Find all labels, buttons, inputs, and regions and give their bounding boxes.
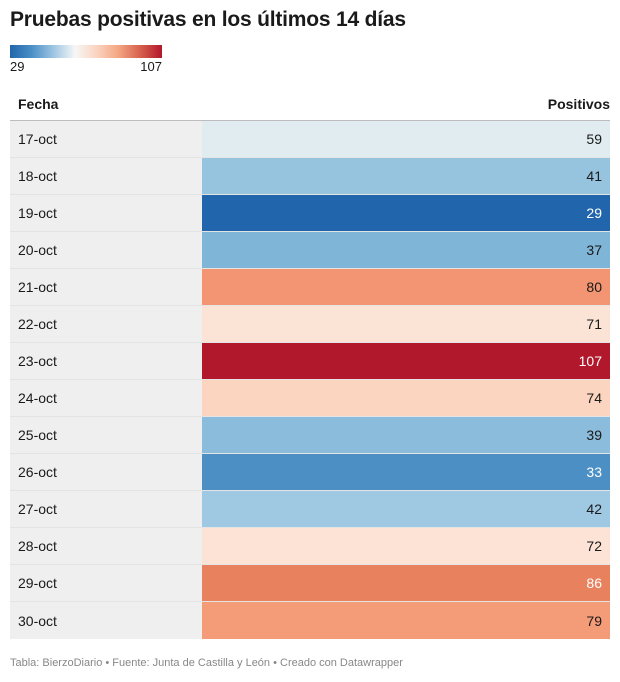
table-row: 17-oct 59 xyxy=(10,121,610,158)
date-cell: 24-oct xyxy=(10,380,202,416)
positivos-cell: 39 xyxy=(202,417,610,453)
legend-gradient xyxy=(10,45,162,58)
positivos-cell: 79 xyxy=(202,602,610,639)
date-cell: 22-oct xyxy=(10,306,202,342)
table-row: 24-oct 74 xyxy=(10,380,610,417)
date-cell: 27-oct xyxy=(10,491,202,527)
table-body: 17-oct 59 18-oct 41 19-oct 29 20-oct 37 21-oct 80… xyxy=(10,121,610,639)
table-row: 20-oct 37 xyxy=(10,232,610,269)
legend-labels: 29 107 xyxy=(10,59,162,74)
positivos-cell: 80 xyxy=(202,269,610,305)
table-row: 27-oct 42 xyxy=(10,491,610,528)
table-header: Fecha Positivos xyxy=(10,87,610,121)
positivos-cell: 59 xyxy=(202,121,610,157)
footer-credits: Tabla: BierzoDiario • Fuente: Junta de C… xyxy=(10,657,403,669)
positivos-cell: 72 xyxy=(202,528,610,564)
date-cell: 23-oct xyxy=(10,343,202,379)
data-table: Fecha Positivos 17-oct 59 18-oct 41 19-oct 29… xyxy=(10,87,610,639)
table-row: 30-oct 79 xyxy=(10,602,610,639)
date-cell: 26-oct xyxy=(10,454,202,490)
table-row: 22-oct 71 xyxy=(10,306,610,343)
table-row: 28-oct 72 xyxy=(10,528,610,565)
legend-max-label: 107 xyxy=(140,59,162,74)
date-cell: 29-oct xyxy=(10,565,202,601)
date-cell: 20-oct xyxy=(10,232,202,268)
legend-min-label: 29 xyxy=(10,59,25,74)
positivos-cell: 29 xyxy=(202,195,610,231)
table-row: 29-oct 86 xyxy=(10,565,610,602)
date-cell: 21-oct xyxy=(10,269,202,305)
date-cell: 19-oct xyxy=(10,195,202,231)
date-cell: 18-oct xyxy=(10,158,202,194)
date-cell: 25-oct xyxy=(10,417,202,453)
date-cell: 30-oct xyxy=(10,602,202,639)
table-row: 26-oct 33 xyxy=(10,454,610,491)
table-row: 25-oct 39 xyxy=(10,417,610,454)
positivos-cell: 42 xyxy=(202,491,610,527)
positivos-cell: 86 xyxy=(202,565,610,601)
table-row: 18-oct 41 xyxy=(10,158,610,195)
color-legend: 29 107 xyxy=(10,45,162,74)
table-row: 21-oct 80 xyxy=(10,269,610,306)
table-row: 23-oct 107 xyxy=(10,343,610,380)
positivos-cell: 41 xyxy=(202,158,610,194)
chart-title: Pruebas positivas en los últimos 14 días xyxy=(10,8,406,31)
positivos-cell: 74 xyxy=(202,380,610,416)
table-row: 19-oct 29 xyxy=(10,195,610,232)
date-cell: 28-oct xyxy=(10,528,202,564)
column-header-positivos[interactable]: Positivos xyxy=(547,95,610,112)
date-cell: 17-oct xyxy=(10,121,202,157)
positivos-cell: 71 xyxy=(202,306,610,342)
positivos-cell: 33 xyxy=(202,454,610,490)
positivos-cell: 37 xyxy=(202,232,610,268)
column-header-fecha[interactable]: Fecha xyxy=(18,95,59,112)
positivos-cell: 107 xyxy=(202,343,610,379)
